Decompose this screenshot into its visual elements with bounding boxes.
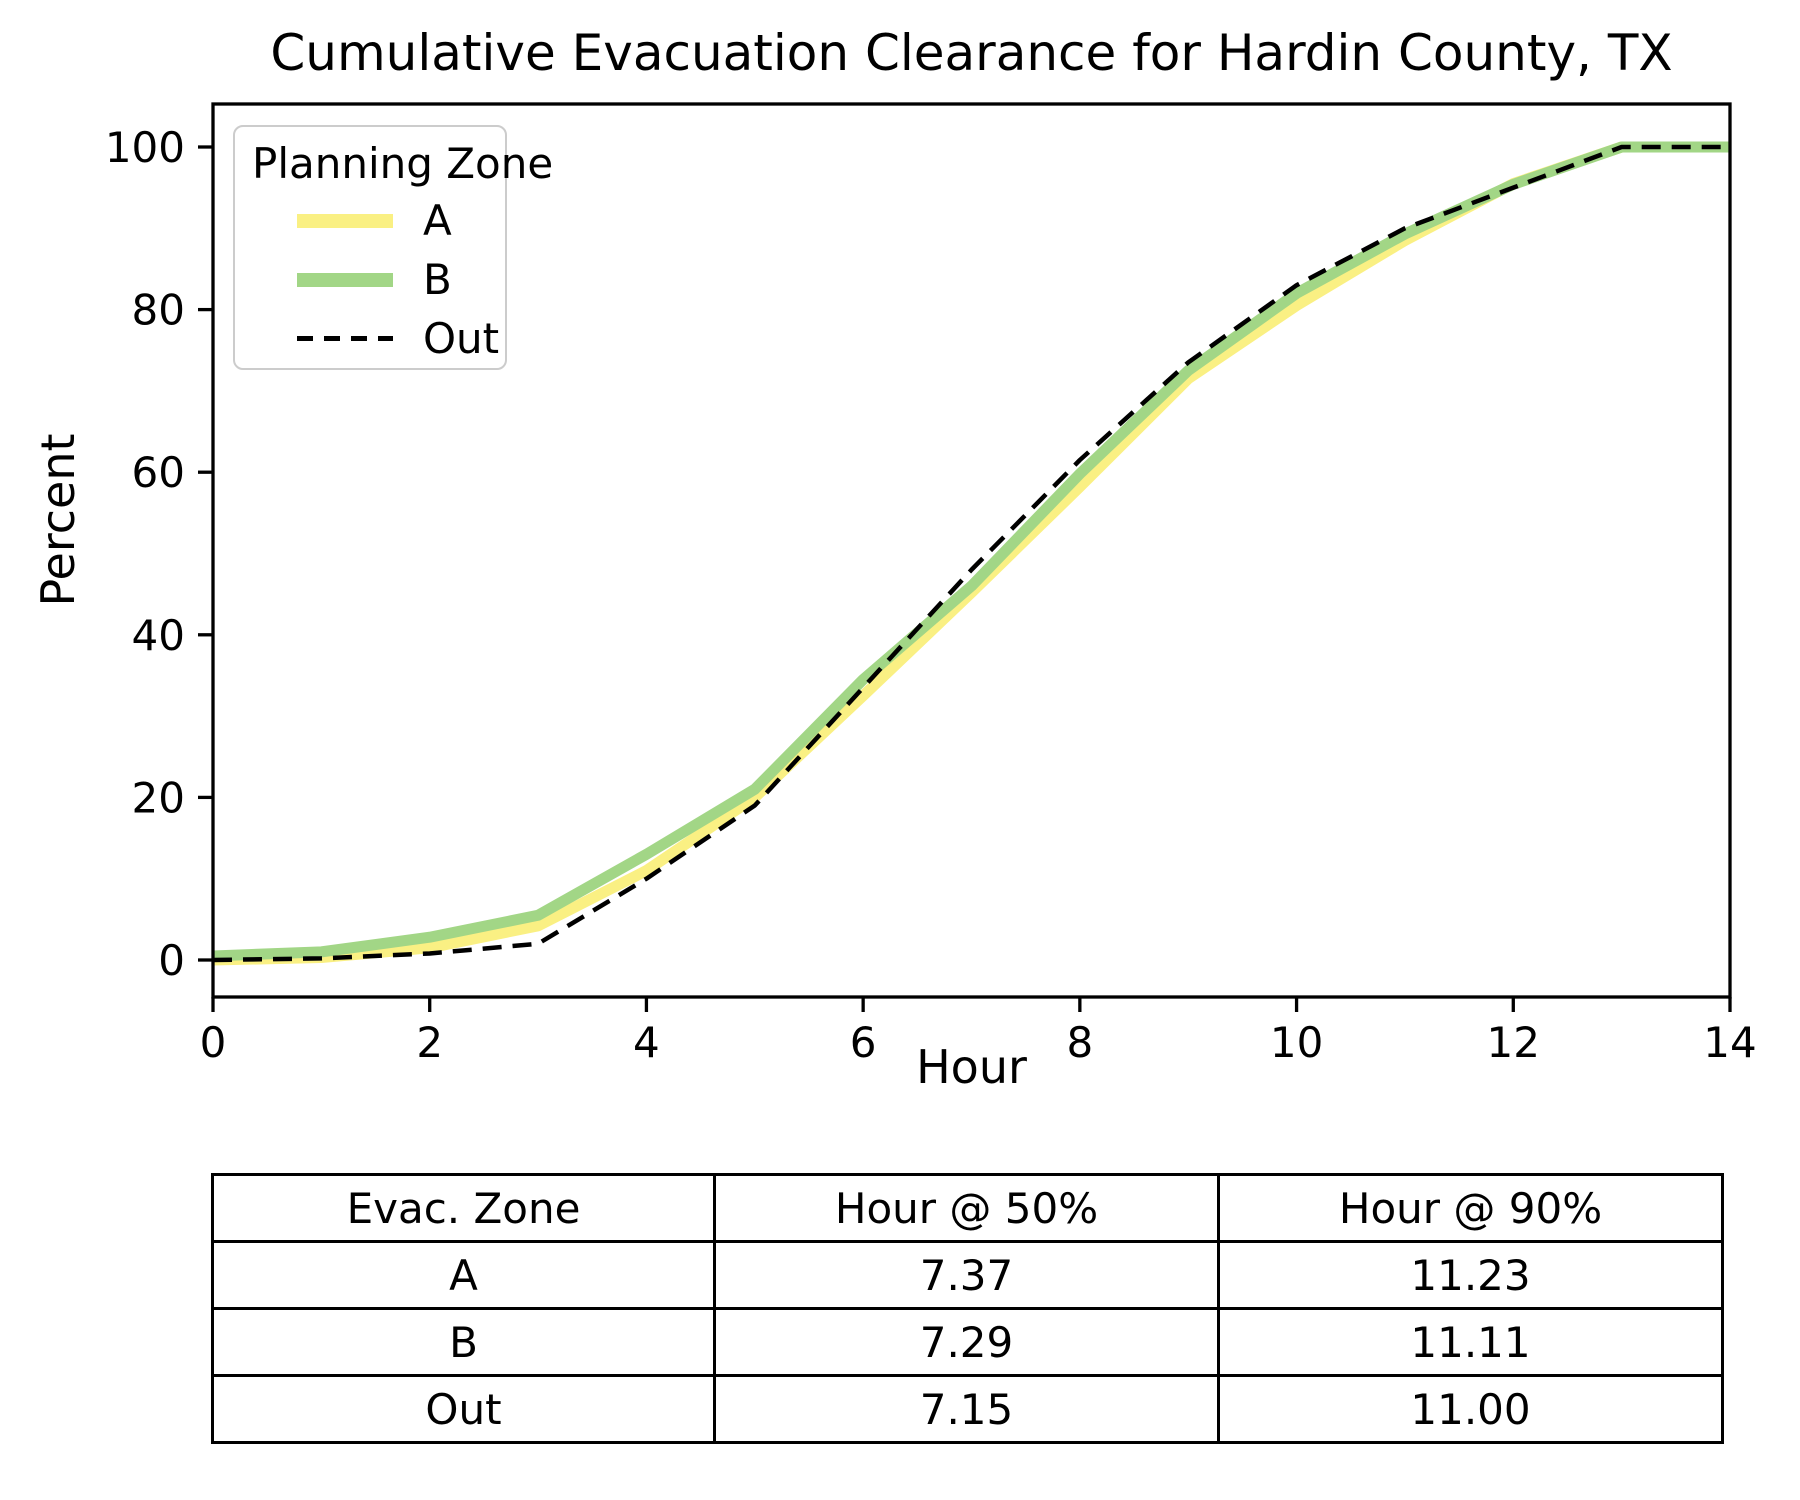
x-tick-label: 4 bbox=[633, 1018, 660, 1067]
legend-swatch-a bbox=[297, 213, 393, 228]
table-row-out: Out 7.15 11.00 bbox=[211, 1374, 1724, 1444]
x-tick-label: 14 bbox=[1703, 1018, 1756, 1067]
clearance-summary-table: Evac. Zone Hour @ 50% Hour @ 90% A 7.37 … bbox=[211, 1173, 1724, 1444]
y-tick-label: 40 bbox=[132, 611, 185, 660]
y-tick-label: 20 bbox=[132, 773, 185, 822]
x-tick-label: 10 bbox=[1270, 1018, 1323, 1067]
chart-title: Cumulative Evacuation Clearance for Hard… bbox=[270, 24, 1673, 82]
y-tick-label: 100 bbox=[105, 123, 185, 172]
table-row-a: A 7.37 11.23 bbox=[211, 1240, 1724, 1310]
cell-b-50: 7.29 bbox=[713, 1307, 1220, 1377]
legend-label-b: B bbox=[423, 255, 452, 304]
legend-swatch-out-dashed-line bbox=[297, 336, 393, 341]
header-hour-90: Hour @ 90% bbox=[1217, 1173, 1724, 1243]
x-tick-label: 6 bbox=[850, 1018, 877, 1067]
cell-out-90: 11.00 bbox=[1217, 1374, 1724, 1444]
y-tick-label: 0 bbox=[158, 936, 185, 985]
x-tick-label: 12 bbox=[1487, 1018, 1540, 1067]
legend-entry-b: B bbox=[235, 250, 505, 309]
y-tick-label: 80 bbox=[132, 286, 185, 335]
cell-zone-b: B bbox=[211, 1307, 716, 1377]
cell-zone-a: A bbox=[211, 1240, 716, 1310]
table-row-b: B 7.29 11.11 bbox=[211, 1307, 1724, 1377]
y-tick-label: 60 bbox=[132, 448, 185, 497]
legend-entry-a: A bbox=[235, 191, 505, 250]
table-header-row: Evac. Zone Hour @ 50% Hour @ 90% bbox=[211, 1173, 1724, 1243]
legend-label-out: Out bbox=[423, 314, 500, 363]
x-tick-label: 0 bbox=[200, 1018, 227, 1067]
x-tick-label: 2 bbox=[416, 1018, 443, 1067]
legend-entry-out: Out bbox=[235, 309, 505, 368]
cell-b-90: 11.11 bbox=[1217, 1307, 1724, 1377]
series-line-out bbox=[212, 144, 1730, 963]
axes-frame bbox=[211, 102, 1732, 999]
header-evac-zone: Evac. Zone bbox=[211, 1173, 716, 1243]
cell-a-90: 11.23 bbox=[1217, 1240, 1724, 1310]
x-tick-label: 8 bbox=[1066, 1018, 1093, 1067]
legend: Planning Zone A B Out bbox=[233, 125, 554, 370]
header-hour-50: Hour @ 50% bbox=[713, 1173, 1220, 1243]
legend-swatch-b bbox=[297, 272, 393, 287]
legend-title: Planning Zone bbox=[252, 139, 554, 188]
x-axis-label: Hour bbox=[916, 1040, 1027, 1094]
cell-a-50: 7.37 bbox=[713, 1240, 1220, 1310]
legend-label-a: A bbox=[423, 196, 452, 245]
cell-out-50: 7.15 bbox=[713, 1374, 1220, 1444]
cell-zone-out: Out bbox=[211, 1374, 716, 1444]
